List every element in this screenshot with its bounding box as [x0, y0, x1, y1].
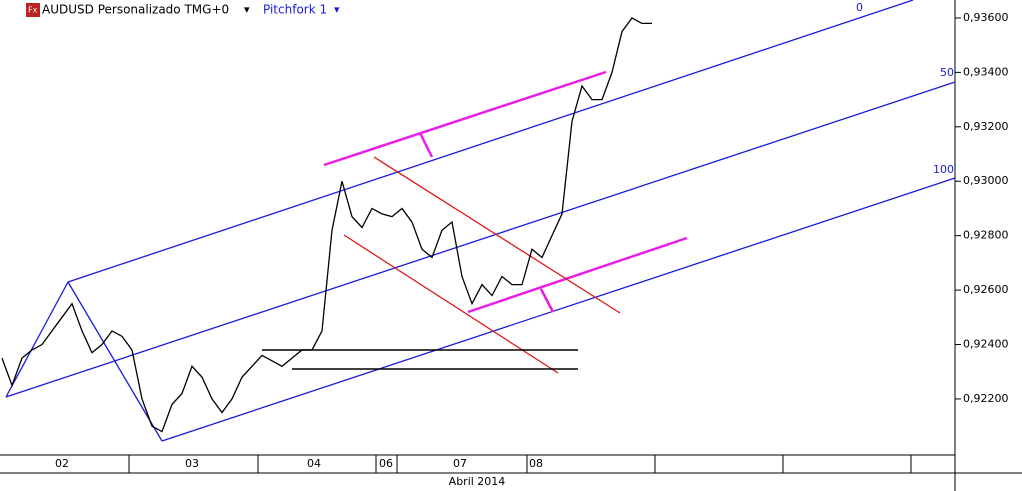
y-tick-label: 0,92400 [963, 338, 1009, 351]
x-tick-label: 02 [55, 457, 69, 470]
level-label: 0 [856, 1, 863, 14]
x-tick-label: 07 [453, 457, 467, 470]
y-tick-label: 0,92200 [963, 392, 1009, 405]
period-label: Abril 2014 [449, 475, 506, 488]
chart-title[interactable]: AUDUSD Personalizado TMG+0 [42, 3, 229, 17]
logo: Fx [28, 6, 38, 15]
price-line [1, 17, 652, 433]
x-tick-label: 08 [529, 457, 543, 470]
x-tick-label: 04 [307, 457, 321, 470]
level-label: 100 [933, 163, 954, 176]
day-separators [128, 455, 912, 473]
y-tick-label: 0,93000 [963, 174, 1009, 187]
pitchfork [5, 0, 956, 442]
level-label: 50 [940, 66, 954, 79]
y-tick-label: 0,92800 [963, 229, 1009, 242]
y-tick-label: 0,93400 [963, 65, 1009, 78]
x-tick-label: 03 [185, 457, 199, 470]
channel-lines [323, 70, 688, 314]
logo-icon [26, 3, 40, 17]
y-tick-label: 0,93200 [963, 120, 1009, 133]
levels [262, 349, 578, 370]
dropdown-arrow[interactable]: ▾ [244, 3, 250, 16]
y-tick-label: 0,93600 [963, 11, 1009, 24]
x-tick-label: 06 [379, 457, 393, 470]
dropdown-arrow[interactable]: ▾ [334, 3, 340, 16]
indicator-name[interactable]: Pitchfork 1 [263, 3, 327, 17]
y-tick-label: 0,92600 [963, 283, 1009, 296]
